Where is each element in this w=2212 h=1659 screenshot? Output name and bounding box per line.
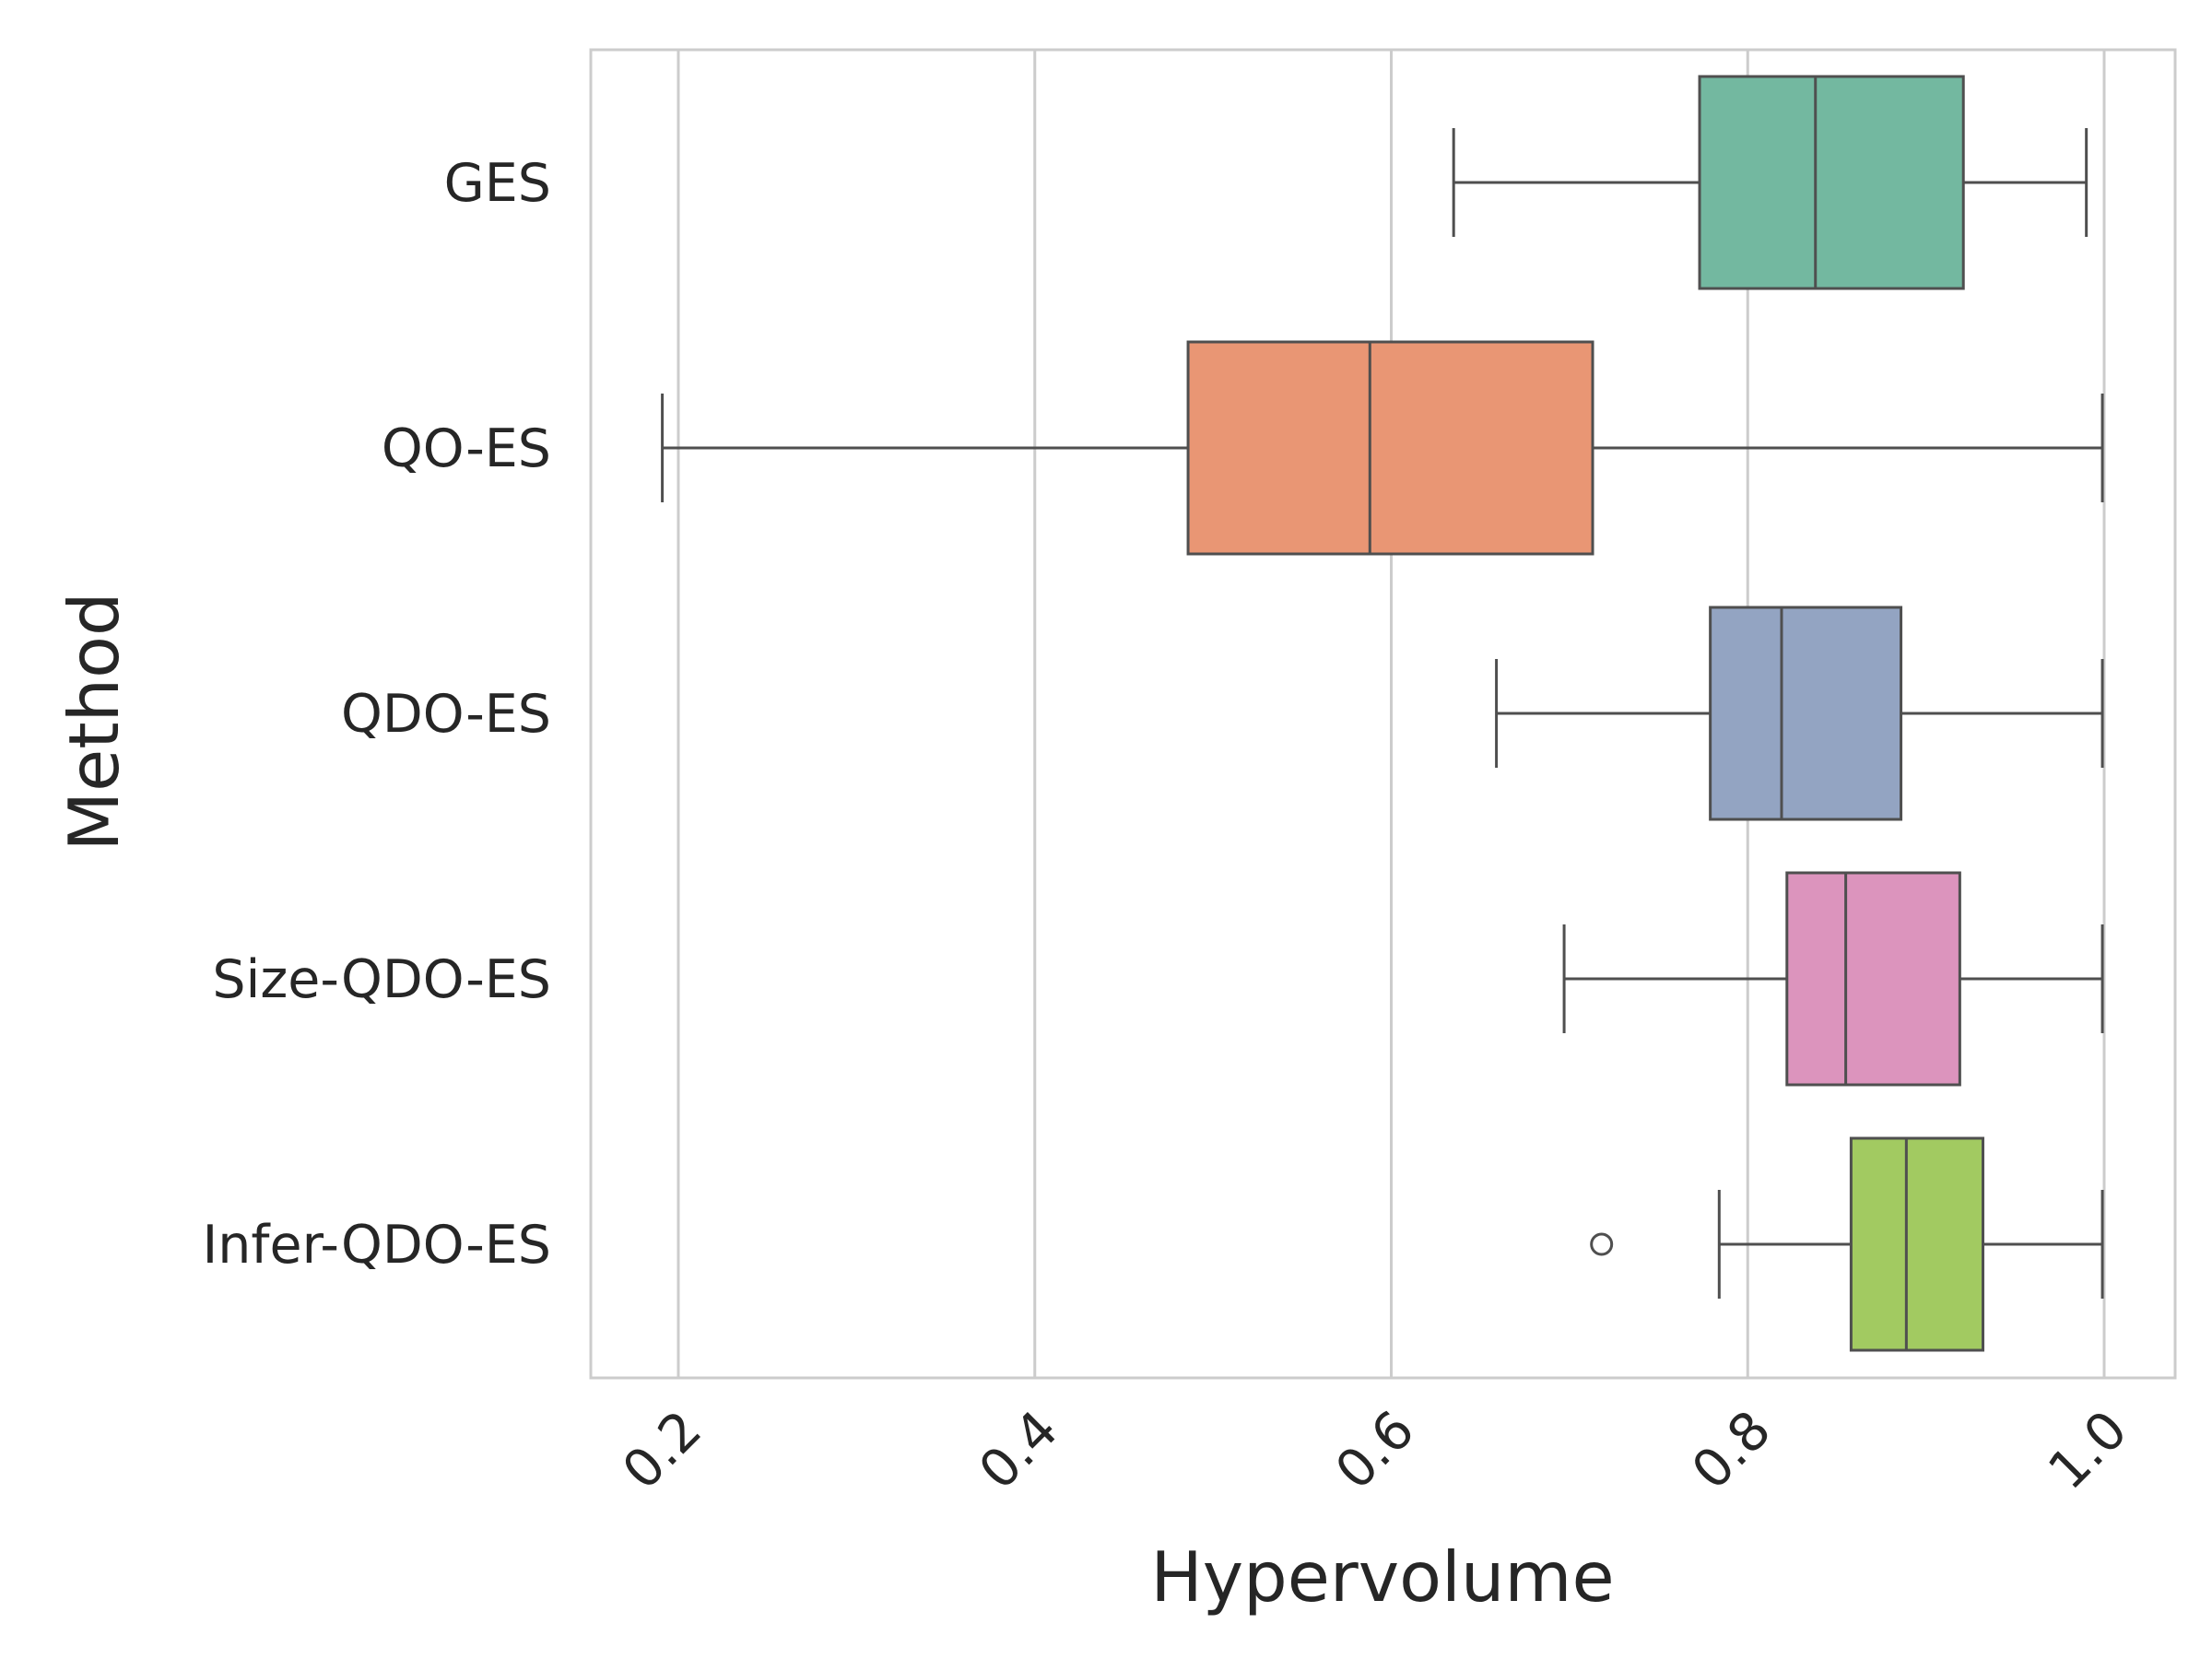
y-tick-label: Infer-QDO-ES [203,1215,552,1276]
x-tick-label: 0.2 [611,1399,713,1501]
x-tick-label: 0.4 [968,1399,1070,1501]
x-tick-labels: 0.2 0.4 0.6 0.8 1.0 [611,1399,2139,1501]
iqr-box [1785,871,1961,1087]
outlier-point [1590,1232,1614,1256]
plot-area-frame [589,48,2177,1380]
iqr-box [1698,75,1965,290]
y-axis-title: Method [53,592,135,851]
iqr-box [1186,340,1594,556]
iqr-box [1709,606,1903,821]
x-tick-label: 0.8 [1680,1399,1783,1501]
y-tick-label: Size-QDO-ES [212,949,551,1010]
x-tick-label: 1.0 [2037,1399,2139,1501]
y-tick-label: QDO-ES [341,684,551,745]
box-layer [661,75,2104,1352]
box-group [1590,1136,2104,1352]
x-tick-label: 0.6 [1324,1399,1427,1501]
y-tick-label: GES [444,153,551,214]
iqr-box [1849,1136,1985,1352]
box-group [661,340,2104,556]
box-group [1452,75,2088,290]
x-axis-title: Hypervolume [1150,1536,1614,1618]
y-tick-label: QO-ES [382,418,551,479]
box-group [1562,871,2104,1087]
y-tick-labels: GES QO-ES QDO-ES Size-QDO-ES Infer-QDO-ES [203,153,552,1276]
box-group [1495,606,2104,821]
